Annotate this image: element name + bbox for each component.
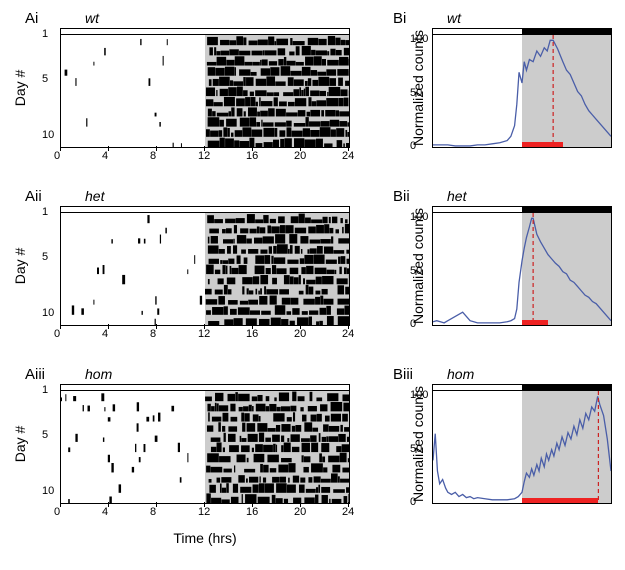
ytick: 0 bbox=[410, 318, 416, 330]
actogram-Aiii bbox=[60, 384, 350, 504]
genotype-label-Aii: het bbox=[85, 188, 104, 204]
ytick: 1 bbox=[42, 206, 48, 218]
xtick: 24 bbox=[342, 506, 354, 518]
figure-container: Ai wt Day # Aii het Day # Aiii hom Day #… bbox=[0, 0, 625, 570]
ytick: 100 bbox=[410, 211, 428, 223]
linechart-Biii bbox=[432, 384, 612, 504]
dark-phase-bar bbox=[522, 29, 611, 35]
xtick: 0 bbox=[54, 150, 60, 162]
ytick: 5 bbox=[42, 251, 48, 263]
xtick: 12 bbox=[198, 328, 210, 340]
xtick: 20 bbox=[294, 328, 306, 340]
xtick: 24 bbox=[342, 150, 354, 162]
ytick: 50 bbox=[410, 87, 422, 99]
actogram-Aii bbox=[60, 206, 350, 326]
panel-label-Ai: Ai bbox=[25, 10, 38, 27]
xtick: 12 bbox=[198, 150, 210, 162]
panel-label-Bii: Bii bbox=[393, 188, 410, 205]
genotype-label-Ai: wt bbox=[85, 10, 99, 26]
dark-phase-bar bbox=[522, 385, 611, 391]
linechart-Bii bbox=[432, 206, 612, 326]
xtick: 16 bbox=[246, 506, 258, 518]
linechart-Bi bbox=[432, 28, 612, 148]
ylabel-Aii: Day # bbox=[12, 241, 28, 291]
xtick: 0 bbox=[54, 506, 60, 518]
xtick: 4 bbox=[102, 328, 108, 340]
genotype-label-Aiii: hom bbox=[85, 366, 112, 382]
ytick: 10 bbox=[42, 485, 54, 497]
xtick: 4 bbox=[102, 506, 108, 518]
ytick: 10 bbox=[42, 307, 54, 319]
ytick: 1 bbox=[42, 28, 48, 40]
xtick: 16 bbox=[246, 328, 258, 340]
ytick: 5 bbox=[42, 73, 48, 85]
ytick: 0 bbox=[410, 496, 416, 508]
xtick: 8 bbox=[150, 150, 156, 162]
ytick: 50 bbox=[410, 265, 422, 277]
xtick: 0 bbox=[54, 328, 60, 340]
active-phase-bar bbox=[522, 320, 548, 325]
xtick: 20 bbox=[294, 506, 306, 518]
ytick: 100 bbox=[410, 389, 428, 401]
xtick: 8 bbox=[150, 328, 156, 340]
ytick: 5 bbox=[42, 429, 48, 441]
active-phase-bar bbox=[522, 498, 598, 503]
ylabel-Aiii: Day # bbox=[12, 419, 28, 469]
panel-label-Aiii: Aiii bbox=[25, 366, 45, 383]
xtick: 4 bbox=[102, 150, 108, 162]
ytick: 50 bbox=[410, 443, 422, 455]
dark-phase-bar bbox=[522, 207, 611, 213]
ylabel-Ai: Day # bbox=[12, 63, 28, 113]
xtick: 16 bbox=[246, 150, 258, 162]
panel-label-Bi: Bi bbox=[393, 10, 406, 27]
active-phase-bar bbox=[522, 142, 563, 147]
xtick: 24 bbox=[342, 328, 354, 340]
ytick: 1 bbox=[42, 384, 48, 396]
ytick: 10 bbox=[42, 129, 54, 141]
xlabel-A: Time (hrs) bbox=[155, 530, 255, 546]
xtick: 8 bbox=[150, 506, 156, 518]
xtick: 12 bbox=[198, 506, 210, 518]
panel-label-Aii: Aii bbox=[25, 188, 42, 205]
panel-label-Biii: Biii bbox=[393, 366, 413, 383]
genotype-label-Biii: hom bbox=[447, 366, 474, 382]
genotype-label-Bi: wt bbox=[447, 10, 461, 26]
actogram-Ai bbox=[60, 28, 350, 148]
xtick: 20 bbox=[294, 150, 306, 162]
ytick: 100 bbox=[410, 33, 428, 45]
ytick: 0 bbox=[410, 140, 416, 152]
genotype-label-Bii: het bbox=[447, 188, 466, 204]
